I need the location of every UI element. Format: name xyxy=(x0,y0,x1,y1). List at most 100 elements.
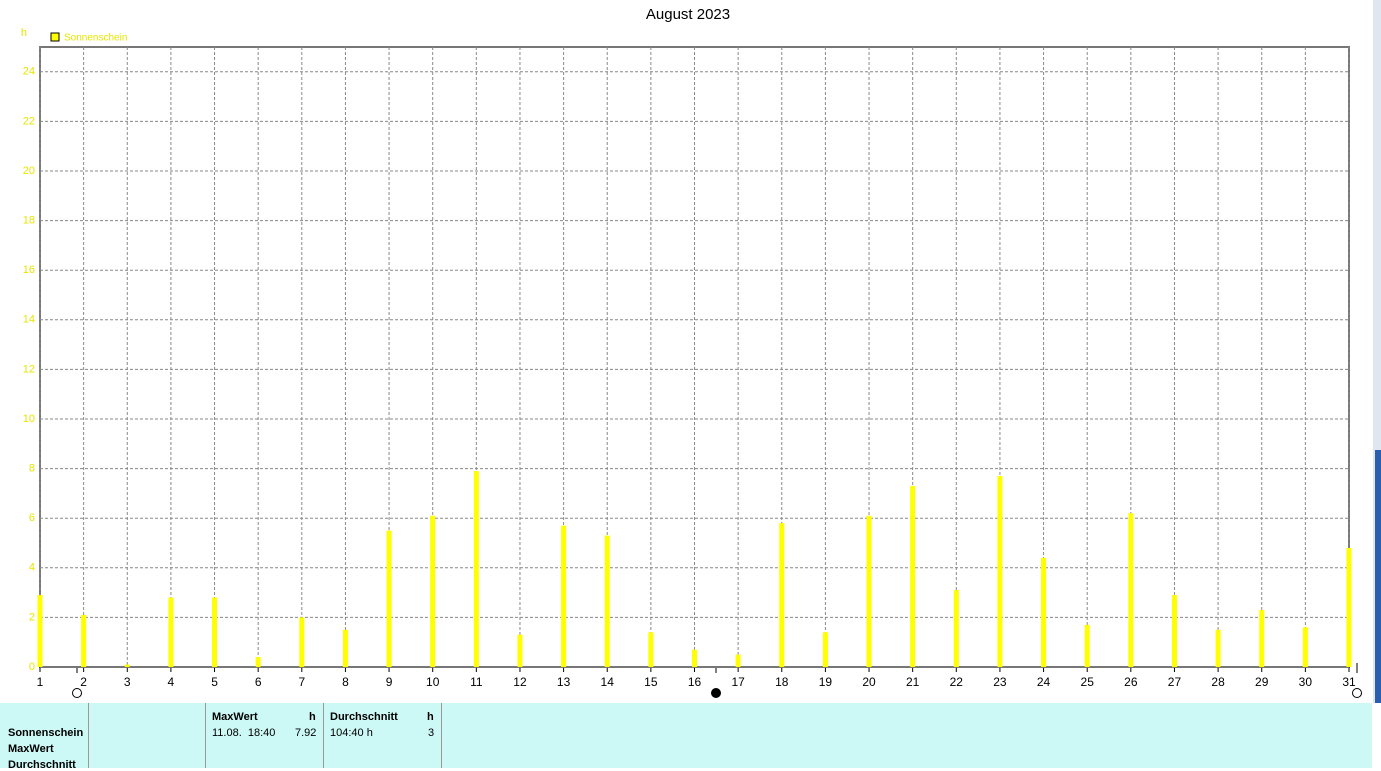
bar xyxy=(1041,557,1047,667)
bar xyxy=(692,649,697,667)
y-tick-label: 22 xyxy=(23,115,35,127)
bar xyxy=(735,654,741,667)
y-tick-label: 16 xyxy=(23,264,35,276)
y-tick-label: 4 xyxy=(29,562,35,574)
x-tick-label: 6 xyxy=(255,675,262,689)
x-tick-label: 5 xyxy=(211,675,218,689)
x-tick-label: 14 xyxy=(601,675,615,689)
y-tick-label: 24 xyxy=(23,66,35,78)
bar xyxy=(168,597,174,667)
x-tick-label: 30 xyxy=(1299,675,1313,689)
x-tick-label: 18 xyxy=(775,675,789,689)
bar xyxy=(1084,624,1090,667)
x-tick-label: 8 xyxy=(342,675,349,689)
moon-phase xyxy=(72,688,82,698)
y-tick-label: 2 xyxy=(29,611,35,623)
x-tick-label: 10 xyxy=(426,675,440,689)
x-tick-label: 28 xyxy=(1211,675,1225,689)
x-tick-label: 19 xyxy=(819,675,833,689)
bar xyxy=(953,590,959,667)
bar xyxy=(342,629,348,667)
x-tick-label: 15 xyxy=(644,675,658,689)
x-tick-label: 7 xyxy=(298,675,305,689)
moon-phase xyxy=(1352,688,1362,698)
bar xyxy=(517,634,523,667)
y-tick-label: 20 xyxy=(23,165,35,177)
x-tick-label: 25 xyxy=(1081,675,1095,689)
y-tick-label: 8 xyxy=(29,463,35,475)
column-header: Durchschnitt xyxy=(330,711,398,723)
table-cell: 104:40 h xyxy=(330,727,373,739)
x-tick-label: 31 xyxy=(1342,675,1356,689)
y-tick-label: 10 xyxy=(23,413,35,425)
bar xyxy=(473,471,479,667)
row-label: Durchschnitt xyxy=(8,759,76,771)
column-unit: h xyxy=(427,711,434,723)
chart-title: August 2023 xyxy=(646,6,730,23)
x-tick-label: 21 xyxy=(906,675,920,689)
bar xyxy=(779,523,785,667)
summary-table: Sonnenschein MaxWert Durchschnitt MaxWer… xyxy=(0,703,1372,771)
window-edge-accent xyxy=(1375,450,1381,703)
moon-phase xyxy=(711,688,721,698)
column-header: MaxWert xyxy=(212,711,258,723)
y-tick-label: 6 xyxy=(29,512,35,524)
x-tick-label: 1 xyxy=(37,675,44,689)
bar xyxy=(386,530,392,667)
bar xyxy=(37,595,43,667)
row-label: MaxWert xyxy=(8,743,54,755)
x-tick-label: 17 xyxy=(731,675,745,689)
bar xyxy=(1171,595,1177,667)
x-tick-label: 4 xyxy=(168,675,175,689)
x-tick-label: 29 xyxy=(1255,675,1269,689)
x-tick-label: 3 xyxy=(124,675,131,689)
y-tick-label: 12 xyxy=(23,363,35,375)
table-cell: 3 xyxy=(428,727,435,739)
bar xyxy=(1259,609,1265,667)
window-edge xyxy=(1373,0,1381,703)
x-tick-label: 24 xyxy=(1037,675,1051,689)
x-tick-label: 27 xyxy=(1168,675,1182,689)
bar xyxy=(866,515,872,667)
x-tick-label: 11 xyxy=(470,675,483,689)
x-tick-label: 23 xyxy=(993,675,1007,689)
bar xyxy=(1346,547,1352,667)
y-unit: h xyxy=(21,27,27,39)
y-tick-label: 14 xyxy=(23,314,35,326)
x-tick-label: 26 xyxy=(1124,675,1138,689)
x-tick-label: 9 xyxy=(386,675,393,689)
bar xyxy=(822,632,828,667)
x-tick-label: 12 xyxy=(513,675,527,689)
y-tick-label: 0 xyxy=(29,661,35,673)
bar xyxy=(604,535,610,667)
table-cell: 7.92 xyxy=(295,727,317,739)
column-separator xyxy=(205,703,206,768)
bar xyxy=(212,597,218,667)
y-tick-label: 18 xyxy=(23,215,35,227)
bar xyxy=(910,485,916,667)
bar xyxy=(997,476,1003,667)
x-tick-label: 2 xyxy=(80,675,87,689)
bar xyxy=(1215,629,1221,667)
column-separator xyxy=(441,703,442,768)
legend-label: Sonnenschein xyxy=(64,33,127,44)
x-tick-label: 13 xyxy=(557,675,571,689)
column-separator xyxy=(88,703,89,768)
bar xyxy=(561,525,567,667)
x-tick-label: 22 xyxy=(950,675,964,689)
bar xyxy=(255,657,261,667)
row-label: Sonnenschein xyxy=(8,727,84,739)
column-separator xyxy=(323,703,324,768)
bar xyxy=(124,664,130,667)
bar xyxy=(430,515,436,667)
x-tick-label: 20 xyxy=(862,675,876,689)
bar xyxy=(299,617,305,667)
column-unit: h xyxy=(309,711,316,723)
chart: August 2023 h Sonnenschein 0246810121416… xyxy=(21,0,1381,703)
bar xyxy=(1302,627,1308,667)
bar xyxy=(1128,513,1134,667)
legend-swatch xyxy=(50,32,60,42)
bar xyxy=(648,632,654,667)
bar xyxy=(81,614,87,667)
